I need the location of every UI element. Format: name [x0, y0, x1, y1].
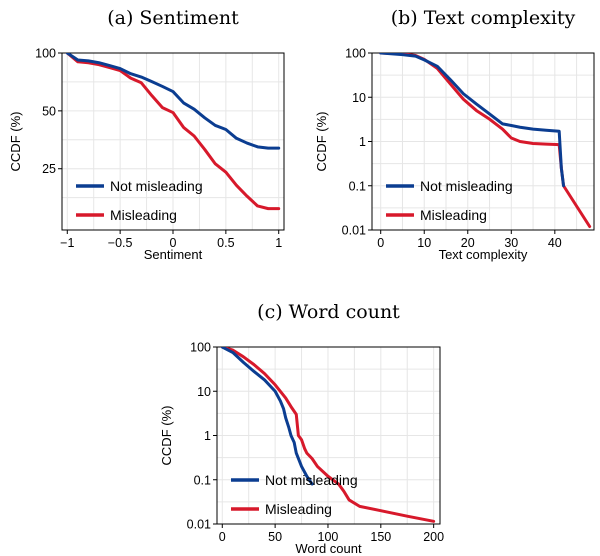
y-tick-label: 100 — [190, 341, 211, 355]
legend-label: Not misleading — [420, 178, 513, 194]
x-axis-label: Text complexity — [439, 247, 528, 262]
series-line-not-misleading — [65, 53, 281, 150]
chart-title: (b) Text complexity — [391, 7, 576, 29]
x-tick-label: 40 — [548, 236, 562, 250]
x-axis-label: Word count — [295, 541, 362, 556]
x-tick-label: 50 — [268, 530, 282, 544]
x-tick-label: −0.5 — [108, 236, 133, 250]
y-tick-label: 1 — [204, 429, 211, 443]
y-tick-label: 25 — [42, 162, 56, 176]
x-tick-label: 0 — [219, 530, 226, 544]
legend-label: Misleading — [420, 207, 487, 223]
x-tick-label: 20 — [461, 236, 475, 250]
legend-label: Misleading — [110, 207, 177, 223]
legend-label: Not misleading — [265, 472, 358, 488]
x-tick-label: 200 — [423, 530, 444, 544]
chart-title: (a) Sentiment — [107, 7, 239, 29]
y-tick-label: 100 — [345, 47, 366, 61]
y-tick-label: 0.1 — [349, 179, 366, 193]
chart-panel-2: (b) Text complexity 0 10 20 30 40 0.01 0.1 1 10 10… — [314, 7, 595, 262]
chart-panel-1: (a) Sentiment −1 −0.5 0 0.5 1 25 50 100 Sentiment… — [8, 7, 285, 262]
y-tick-label: 50 — [42, 104, 56, 118]
series-line-not-misleading — [379, 53, 566, 188]
x-tick-label: 150 — [370, 530, 391, 544]
x-tick-label: 10 — [417, 236, 431, 250]
y-axis-label: CCDF (%) — [159, 406, 174, 466]
x-tick-label: −1 — [60, 236, 74, 250]
y-tick-label: 1 — [359, 135, 366, 149]
y-tick-label: 0.1 — [194, 473, 211, 487]
x-tick-label: 100 — [318, 530, 339, 544]
y-tick-label: 100 — [35, 47, 56, 61]
x-tick-label: 0.5 — [217, 236, 234, 250]
series-line-not-misleading — [220, 347, 314, 486]
chart-title: (c) Word count — [257, 301, 400, 323]
legend-label: Misleading — [265, 501, 332, 517]
x-tick-label: 0 — [170, 236, 177, 250]
legend-label: Not misleading — [110, 178, 203, 194]
series-line-misleading — [65, 53, 281, 211]
x-tick-label: 30 — [504, 236, 518, 250]
x-tick-label: 1 — [275, 236, 282, 250]
y-tick-label: 0.01 — [342, 224, 366, 238]
x-tick-label: 0 — [377, 236, 384, 250]
series-line-misleading — [220, 347, 436, 523]
y-axis-label: CCDF (%) — [314, 112, 329, 172]
y-tick-label: 10 — [352, 91, 366, 105]
x-axis-label: Sentiment — [144, 247, 203, 262]
y-axis-label: CCDF (%) — [8, 112, 23, 172]
y-tick-label: 0.01 — [187, 518, 211, 532]
y-tick-label: 10 — [197, 385, 211, 399]
